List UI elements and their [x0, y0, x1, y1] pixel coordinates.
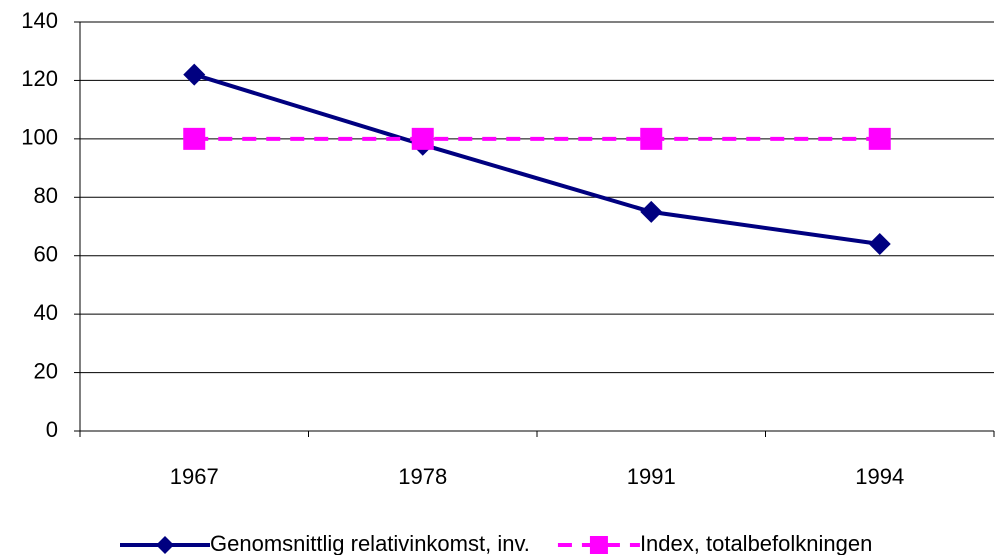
data-point: [868, 127, 891, 150]
x-tick-label: 1967: [170, 464, 219, 489]
legend-label: Genomsnittlig relativinkomst, inv.: [210, 531, 530, 555]
legend-label: Index, totalbefolkningen: [640, 531, 872, 555]
y-tick-label: 40: [34, 300, 58, 325]
y-tick-label: 80: [34, 183, 58, 208]
y-tick-label: 0: [46, 417, 58, 442]
y-tick-label: 140: [21, 8, 58, 33]
data-point: [640, 127, 663, 150]
data-point: [183, 63, 206, 86]
data-point: [411, 127, 434, 150]
data-point: [868, 233, 891, 256]
legend-marker: [589, 536, 608, 554]
legend-marker: [156, 536, 174, 554]
x-tick-label: 1994: [855, 464, 904, 489]
x-tick-label: 1978: [398, 464, 447, 489]
y-tick-label: 20: [34, 358, 58, 383]
series-line: [193, 72, 881, 247]
y-tick-label: 100: [21, 125, 58, 150]
y-tick-label: 120: [21, 66, 58, 91]
data-point: [640, 200, 663, 223]
x-tick-label: 1991: [627, 464, 676, 489]
data-point: [183, 127, 206, 150]
y-tick-label: 60: [34, 242, 58, 267]
